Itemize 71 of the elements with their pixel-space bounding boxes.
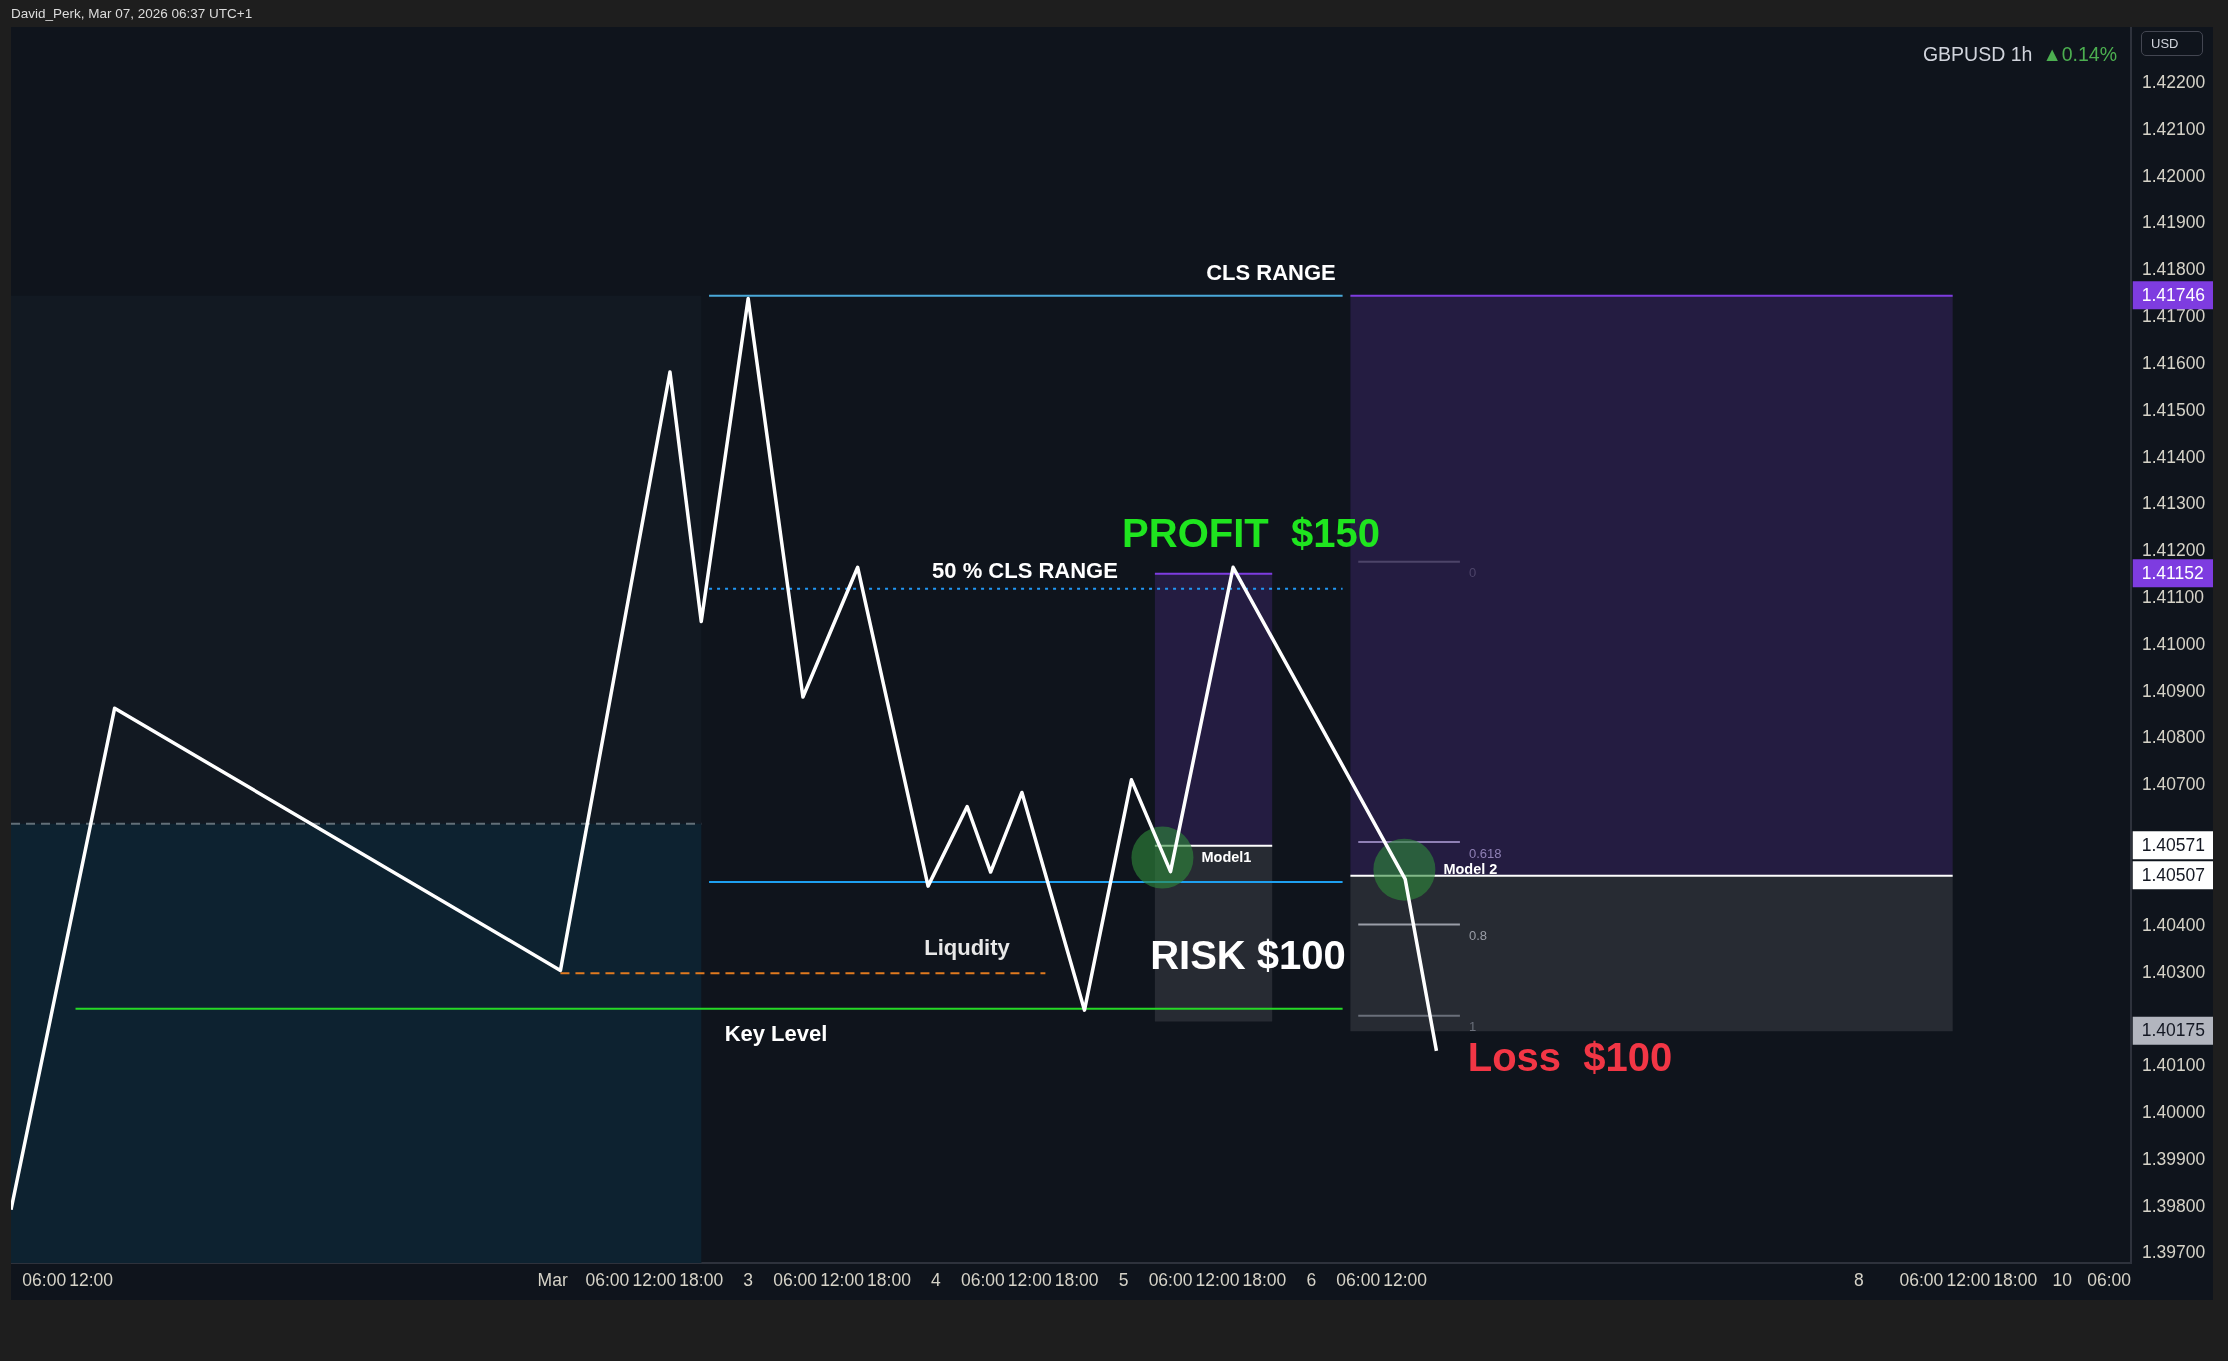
annotation: Liqudity [924, 935, 1010, 961]
annotation: Key Level [724, 1021, 828, 1047]
annotation: Loss $100 [1467, 1034, 1673, 1080]
x-tick-label: 6 [1306, 1270, 1317, 1291]
annotation: PROFIT $150 [1122, 510, 1380, 556]
x-tick-label: 06:00 [1899, 1270, 1944, 1291]
y-tick-label: 1.42000 [2142, 165, 2206, 186]
y-tick-label: 1.40300 [2142, 961, 2206, 982]
x-tick-label: 12:00 [1007, 1270, 1052, 1291]
series-label: 0.618 [1468, 845, 1502, 861]
x-tick-label: 12:00 [632, 1270, 677, 1291]
y-tick-label: 1.41200 [2142, 540, 2206, 561]
x-tick-label: 4 [931, 1270, 942, 1291]
x-tick-label: 12:00 [1946, 1270, 1991, 1291]
x-tick-label: 3 [743, 1270, 754, 1291]
x-tick-label: 18:00 [679, 1270, 724, 1291]
text: ▲0.14% [2042, 42, 2117, 67]
y-tick-label: 1.40400 [2142, 914, 2206, 935]
y2-tick-label: 1.40175 [2141, 1020, 2206, 1041]
x-tick-label: 8 [1853, 1270, 1864, 1291]
y-tick-label: 1.41500 [2142, 399, 2206, 420]
y-tick-label: 1.42200 [2142, 72, 2206, 93]
y-tick-label: 1.40700 [2142, 774, 2206, 795]
x-tick-label: 18:00 [1054, 1270, 1099, 1291]
x-tick-label: 06:00 [1336, 1270, 1381, 1291]
x-tick-label: 06:00 [2087, 1270, 2132, 1291]
x-tick-label: 06:00 [1148, 1270, 1193, 1291]
x-tick-label: Mar [537, 1270, 568, 1291]
annotation: 50 % CLS RANGE [932, 558, 1118, 584]
series-label: 1 [1468, 1019, 1477, 1035]
x-tick-label: 12:00 [820, 1270, 865, 1291]
series-label: 0.8 [1468, 928, 1487, 944]
y-tick-label: 1.39900 [2142, 1148, 2206, 1169]
y-tick-label: 1.41700 [2142, 306, 2206, 327]
y-tick-label: 1.40800 [2142, 727, 2206, 748]
x-tick-label: 12:00 [1383, 1270, 1428, 1291]
y2-tick-label: 1.40571 [2141, 834, 2206, 855]
annotation: RISK $100 [1150, 932, 1346, 978]
x-tick-label: 18:00 [1242, 1270, 1287, 1291]
text: GBPUSD 1h [1922, 42, 2033, 67]
y-tick-label: 1.41900 [2142, 212, 2206, 233]
x-tick-label: 12:00 [69, 1270, 114, 1291]
y2-tick-label: 1.41746 [2141, 284, 2206, 305]
y2-tick-label: 1.41152 [2141, 562, 2204, 583]
text: David_Perk, Mar 07, 2026 06:37 UTC+1 [11, 6, 253, 22]
y-tick-label: 1.41400 [2142, 446, 2206, 467]
y-tick-label: 1.39800 [2142, 1195, 2206, 1216]
y2-axis-title: USD [2141, 31, 2203, 56]
series-label: Model 2 [1443, 860, 1498, 877]
x-tick-label: 18:00 [1993, 1270, 2038, 1291]
y-tick-label: 1.40100 [2142, 1055, 2206, 1076]
y-tick-label: 1.41800 [2142, 259, 2206, 280]
y-tick-label: 1.40000 [2142, 1102, 2206, 1123]
y-tick-label: 1.41000 [2142, 633, 2206, 654]
y-tick-label: 1.41300 [2142, 493, 2206, 514]
x-tick-label: 18:00 [867, 1270, 912, 1291]
x-tick-label: 06:00 [773, 1270, 818, 1291]
x-tick-label: 06:00 [960, 1270, 1005, 1291]
annotation: CLS RANGE [1206, 260, 1336, 286]
y-tick-label: 1.40900 [2142, 680, 2206, 701]
x-tick-label: 06:00 [585, 1270, 630, 1291]
x-tick-label: 10 [2052, 1270, 2073, 1291]
series-label: Model1 [1201, 848, 1252, 865]
y-tick-label: 1.41600 [2142, 352, 2206, 373]
x-tick-label: 12:00 [1195, 1270, 1240, 1291]
y-tick-label: 1.39700 [2142, 1242, 2206, 1263]
y2-tick-label: 1.40507 [2141, 864, 2206, 885]
y-tick-label: 1.42100 [2142, 118, 2206, 139]
x-tick-label: 5 [1118, 1270, 1129, 1291]
y-tick-label: 1.41100 [2142, 587, 2205, 608]
x-tick-label: 06:00 [22, 1270, 67, 1291]
